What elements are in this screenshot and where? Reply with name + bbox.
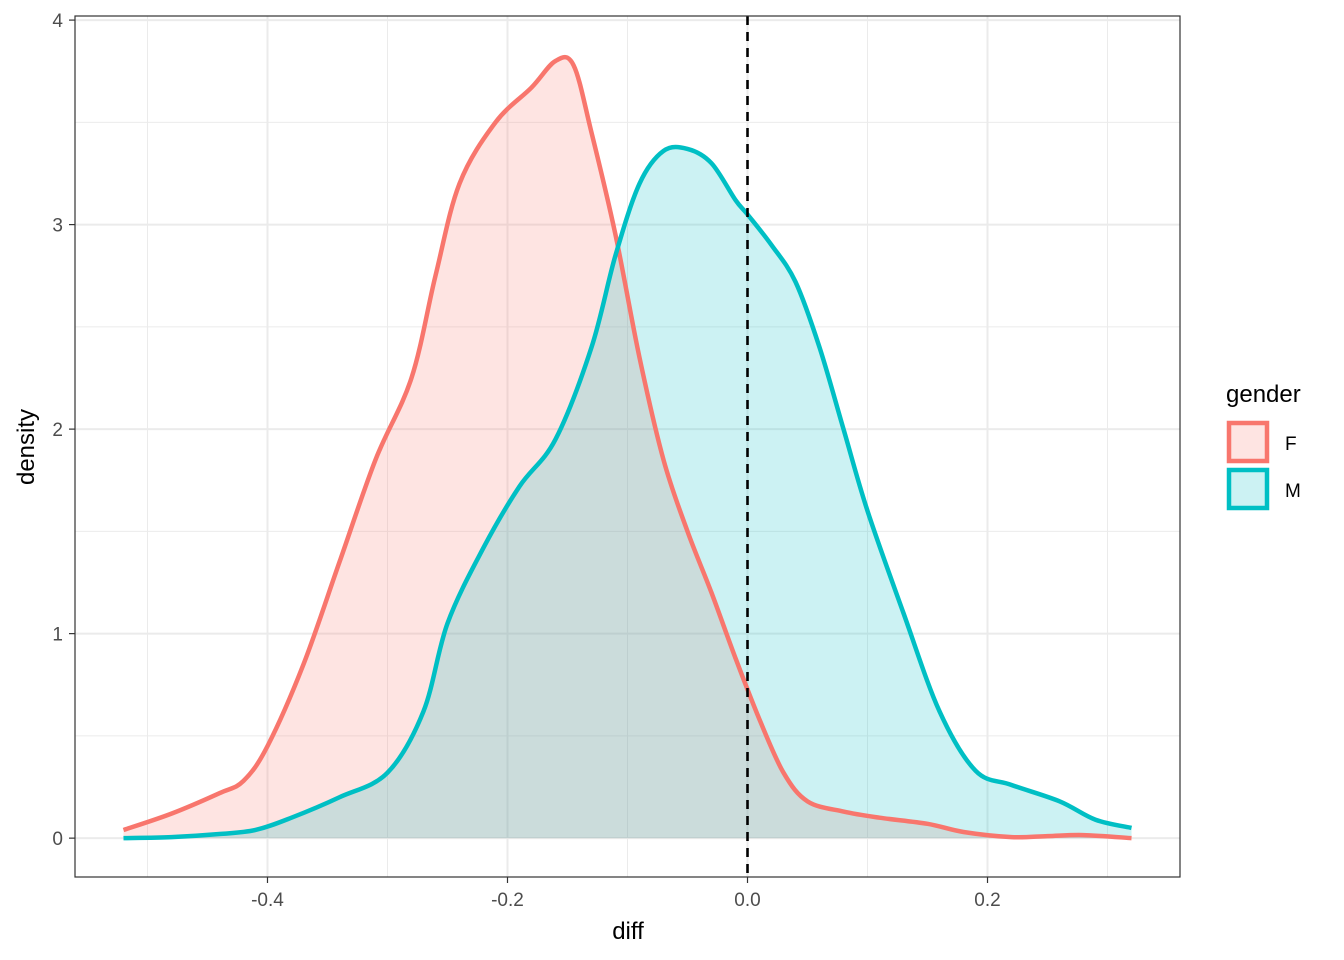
- x-tick-label: -0.2: [491, 890, 524, 911]
- density-line-M: [123, 144, 1133, 841]
- y-tick-label: 1: [52, 625, 63, 646]
- legend-swatch-M: [1226, 467, 1270, 511]
- y-tick-label: 0: [52, 829, 63, 850]
- density-lines: [122, 54, 1133, 841]
- legend-keys: FM: [1226, 420, 1301, 511]
- x-axis-ticks: -0.4 -0.2 0.0 0.2: [251, 877, 1001, 911]
- density-area-M: [123, 147, 1132, 839]
- legend-title: gender: [1226, 381, 1301, 408]
- minor-gridlines: [75, 16, 1180, 877]
- legend: gender FM: [1226, 381, 1301, 511]
- panel-border: [74, 15, 1181, 878]
- density-areas: [123, 57, 1132, 839]
- legend-key-background: [1229, 423, 1267, 461]
- legend-swatch-F: [1226, 420, 1270, 464]
- y-axis-ticks: 0 1 2 3 4: [52, 11, 75, 850]
- y-tick-label: 3: [52, 216, 63, 237]
- major-gridlines: [75, 16, 1180, 877]
- legend-label-M: M: [1285, 481, 1301, 502]
- x-tick-label: -0.4: [251, 890, 284, 911]
- density-area-F: [123, 57, 1132, 839]
- legend-key-background: [1229, 470, 1267, 508]
- legend-label-F: F: [1285, 434, 1297, 455]
- x-axis-title: diff: [612, 918, 644, 945]
- y-tick-label: 4: [52, 11, 63, 32]
- x-tick-label: 0.0: [734, 890, 760, 911]
- density-line-F: [122, 54, 1132, 841]
- y-tick-label: 2: [52, 420, 63, 441]
- y-axis-title: density: [13, 409, 40, 485]
- x-tick-label: 0.2: [974, 890, 1000, 911]
